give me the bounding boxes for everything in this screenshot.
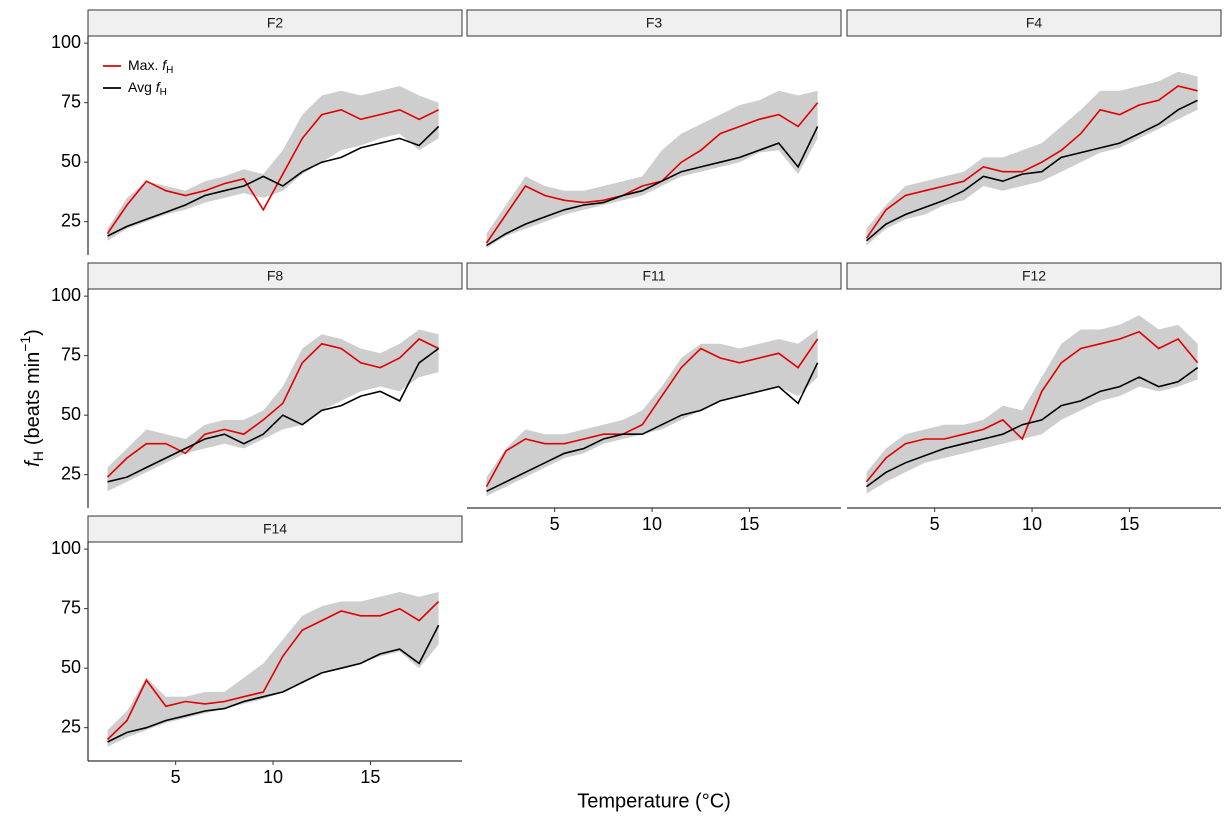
panel-title: F11 bbox=[642, 268, 665, 284]
y-tick-label: 100 bbox=[51, 538, 81, 558]
series-line bbox=[107, 125, 440, 237]
band bbox=[486, 329, 818, 497]
series-line bbox=[107, 624, 440, 743]
panel-title: F3 bbox=[646, 15, 663, 31]
y-label-superscript: −1 bbox=[17, 336, 33, 352]
series-line bbox=[485, 338, 819, 487]
band bbox=[866, 71, 1198, 246]
panel-title: F14 bbox=[263, 521, 287, 537]
legend-symbol: f bbox=[156, 79, 162, 95]
x-tick-label: 10 bbox=[1022, 514, 1042, 534]
y-tick-label: 25 bbox=[61, 463, 81, 483]
y-tick-label: 100 bbox=[51, 285, 81, 305]
y-tick-label: 100 bbox=[51, 32, 81, 52]
x-tick-label: 5 bbox=[930, 514, 940, 534]
series-line bbox=[106, 600, 440, 741]
y-tick-label: 50 bbox=[61, 151, 81, 171]
y-tick-label: 50 bbox=[61, 404, 81, 424]
strip bbox=[87, 515, 463, 543]
y-tick-label: 75 bbox=[61, 344, 81, 364]
band bbox=[486, 90, 818, 248]
band bbox=[107, 329, 439, 492]
strip bbox=[87, 9, 463, 37]
series-line bbox=[106, 108, 439, 235]
band bbox=[107, 86, 439, 241]
legend-label: Max. fH bbox=[128, 57, 173, 76]
y-tick-label: 75 bbox=[61, 91, 81, 111]
y-tick-label: 50 bbox=[61, 657, 81, 677]
x-axis-label: Temperature (°C) bbox=[577, 790, 731, 812]
x-tick-label: 10 bbox=[263, 767, 283, 787]
x-tick-label: 10 bbox=[642, 514, 662, 534]
strip bbox=[87, 262, 463, 290]
y-label-close: ) bbox=[22, 329, 44, 336]
legend-subscript: H bbox=[160, 87, 167, 98]
x-tick-label: 15 bbox=[1119, 514, 1139, 534]
series-line bbox=[107, 347, 440, 483]
series-line bbox=[486, 126, 819, 247]
legend-text: Avg bbox=[128, 79, 156, 95]
y-label-subscript: H bbox=[30, 451, 46, 461]
series-line bbox=[106, 338, 439, 478]
series-line bbox=[485, 102, 819, 244]
x-tick-label: 15 bbox=[739, 514, 759, 534]
legend-text: Max. bbox=[128, 57, 162, 73]
y-axis-label: fH (beats min−1) bbox=[17, 329, 46, 467]
strip bbox=[846, 9, 1222, 37]
legend-symbol: f bbox=[162, 57, 168, 73]
panel-title: F8 bbox=[267, 268, 284, 284]
y-tick-label: 25 bbox=[61, 210, 81, 230]
y-tick-label: 75 bbox=[61, 597, 81, 617]
x-tick-label: 5 bbox=[171, 767, 181, 787]
panel-title: F12 bbox=[1022, 268, 1046, 284]
strip bbox=[466, 9, 842, 37]
series-line bbox=[865, 85, 1198, 239]
y-label-text: (beats min bbox=[22, 352, 44, 445]
y-label-symbol: f bbox=[22, 459, 44, 467]
legend-label: Avg fH bbox=[128, 79, 167, 98]
series-line bbox=[866, 366, 1199, 488]
y-tick-label: 25 bbox=[61, 716, 81, 736]
legend-subscript: H bbox=[166, 65, 173, 76]
band bbox=[866, 315, 1198, 494]
series-line bbox=[865, 99, 1198, 242]
x-tick-label: 5 bbox=[550, 514, 560, 534]
band bbox=[107, 592, 439, 747]
series-line bbox=[486, 362, 819, 493]
strip bbox=[846, 262, 1222, 290]
series-line bbox=[865, 330, 1199, 483]
panel-title: F4 bbox=[1026, 15, 1043, 31]
panel-title: F2 bbox=[267, 15, 284, 31]
strip bbox=[466, 262, 842, 290]
x-tick-label: 15 bbox=[360, 767, 380, 787]
